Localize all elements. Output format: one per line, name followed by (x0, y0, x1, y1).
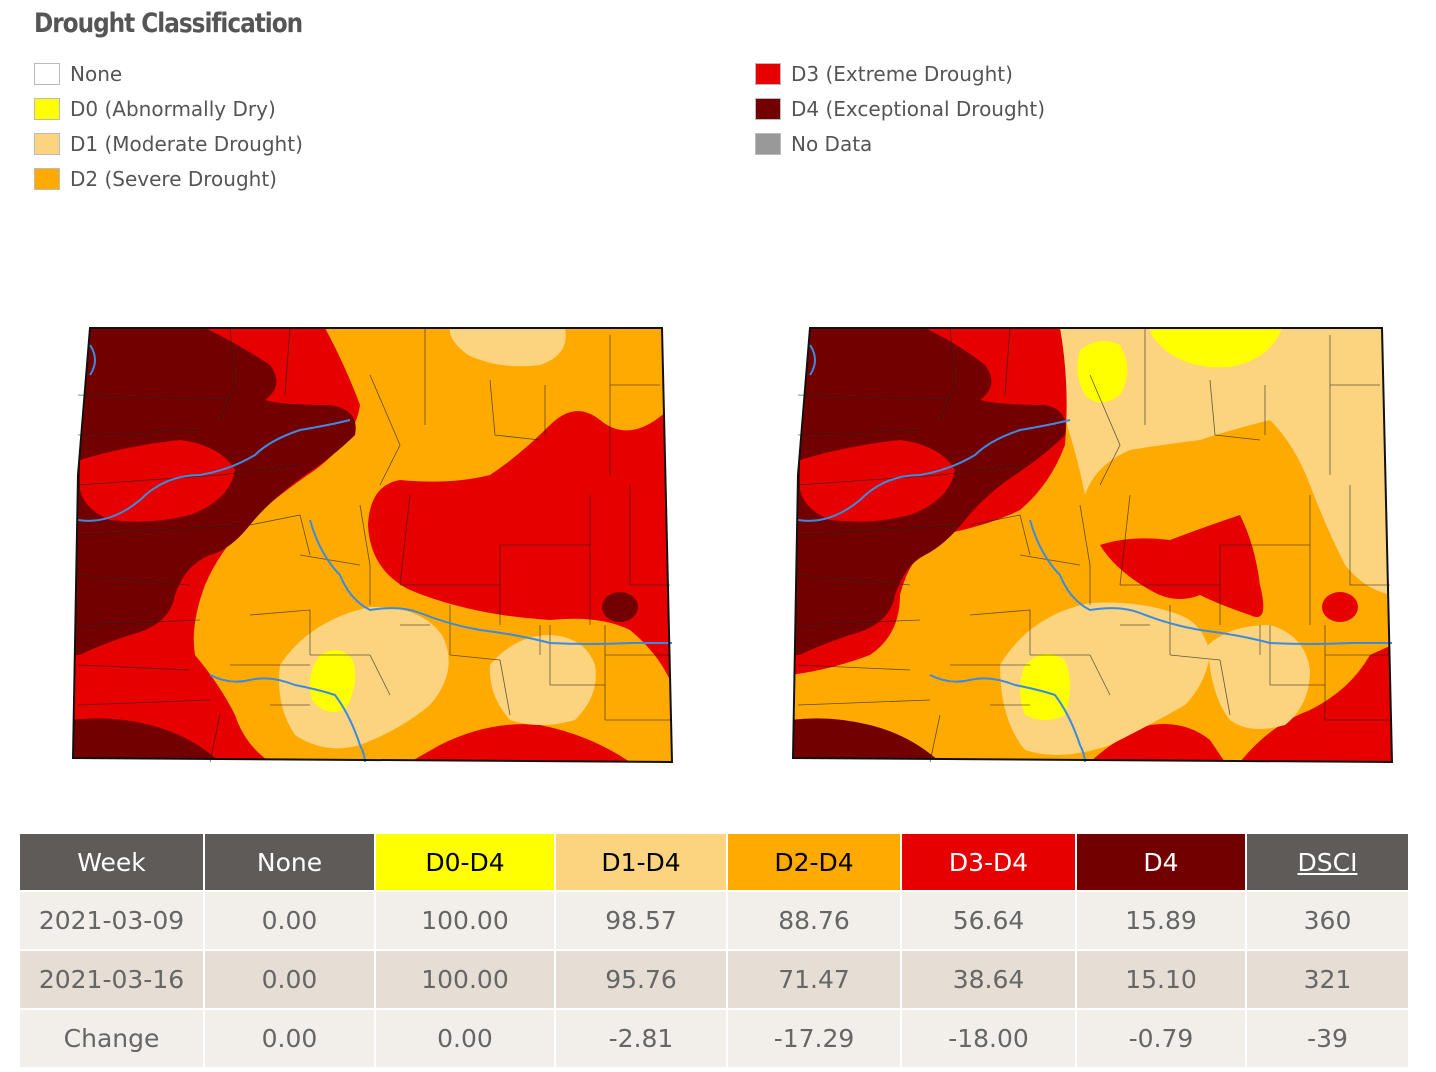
d3-region-west-corridor (800, 440, 955, 522)
header-d1-d4: D1-D4 (556, 834, 726, 892)
cell-none: 0.00 (205, 892, 374, 951)
cell-d1-d4: 98.57 (556, 892, 726, 951)
cell-d2-d4: -17.29 (728, 1010, 900, 1069)
legend-label-d1: D1 (Moderate Drought) (70, 131, 303, 156)
table-row: 2021-03-09 0.00 100.00 98.57 88.76 56.64… (20, 892, 1408, 951)
legend-item-d3: D3 (Extreme Drought) (755, 56, 1045, 91)
state-outline (791, 327, 1394, 764)
cell-dsci: -39 (1247, 1010, 1408, 1069)
d0-region-south (1020, 653, 1070, 720)
legend-label-none: None (70, 61, 123, 86)
cell-d1-d4: -2.81 (556, 1010, 726, 1069)
river (77, 344, 672, 763)
d3-region-southeast (1240, 645, 1392, 762)
d1-region-south (279, 606, 449, 749)
header-week: Week (20, 834, 203, 892)
drought-map-2021-03-09 (71, 327, 674, 764)
cell-dsci: 360 (1247, 892, 1408, 951)
header-d3-d4: D3-D4 (902, 834, 1075, 892)
river (797, 344, 1392, 763)
cell-week: Change (20, 1010, 203, 1069)
legend-label-d4: D4 (Exceptional Drought) (791, 96, 1045, 121)
header-d4: D4 (1077, 834, 1245, 892)
d3-region-south (1090, 724, 1225, 762)
legend-item-d1: D1 (Moderate Drought) (34, 126, 303, 161)
table-header-row: Week None D0-D4 D1-D4 D2-D4 D3-D4 D4 DSC… (20, 834, 1408, 892)
drought-map-2021-03-16 (791, 327, 1394, 764)
d0-region-northeast (1150, 328, 1282, 368)
legend-item-d4: D4 (Exceptional Drought) (755, 91, 1045, 126)
cell-none: 0.00 (205, 951, 374, 1010)
header-none: None (205, 834, 374, 892)
cell-d4: 15.89 (1077, 892, 1245, 951)
header-d2-d4: D2-D4 (728, 834, 900, 892)
legend-label-no-data: No Data (791, 131, 873, 156)
d0-region-south (309, 650, 356, 713)
cell-none: 0.00 (205, 1010, 374, 1069)
legend-swatch-d4 (755, 97, 781, 120)
d3-region-west-corridor (80, 440, 235, 522)
legend-label-d0: D0 (Abnormally Dry) (70, 96, 276, 121)
d1-region-southeast (489, 635, 596, 725)
cell-d3-d4: 38.64 (902, 951, 1075, 1010)
legend-item-none: None (34, 56, 303, 91)
table-row: Change 0.00 0.00 -2.81 -17.29 -18.00 -0.… (20, 1010, 1408, 1069)
cell-week: 2021-03-16 (20, 951, 203, 1010)
drought-statistics-table: Week None D0-D4 D1-D4 D2-D4 D3-D4 D4 DSC… (18, 834, 1410, 1069)
cell-dsci: 321 (1247, 951, 1408, 1010)
legend-column-right: D3 (Extreme Drought) D4 (Exceptional Dro… (755, 56, 1045, 161)
d4-region-southwest (73, 718, 220, 762)
cell-d3-d4: 56.64 (902, 892, 1075, 951)
legend-column-left: None D0 (Abnormally Dry) D1 (Moderate Dr… (34, 56, 303, 196)
legend-title: Drought Classification (34, 8, 303, 39)
legend-swatch-d1 (34, 132, 60, 155)
d3-region-east-spot (1322, 592, 1358, 622)
state-outline (71, 327, 674, 764)
table-row: 2021-03-16 0.00 100.00 95.76 71.47 38.64… (20, 951, 1408, 1010)
county-boundaries (77, 327, 672, 763)
cell-d4: -0.79 (1077, 1010, 1245, 1069)
d4-region-southwest (793, 718, 940, 762)
legend-label-d2: D2 (Severe Drought) (70, 166, 277, 191)
header-d0-d4: D0-D4 (376, 834, 554, 892)
legend-swatch-none (34, 62, 60, 85)
cell-d0-d4: 100.00 (376, 951, 554, 1010)
cell-d2-d4: 88.76 (728, 892, 900, 951)
cell-d2-d4: 71.47 (728, 951, 900, 1010)
d3-region-east-center (1100, 515, 1264, 617)
cell-d0-d4: 100.00 (376, 892, 554, 951)
legend-item-d0: D0 (Abnormally Dry) (34, 91, 303, 126)
header-dsci-link[interactable]: DSCI (1247, 834, 1408, 892)
d0-region-north (1077, 341, 1128, 403)
cell-d0-d4: 0.00 (376, 1010, 554, 1069)
county-boundaries (797, 327, 1392, 763)
legend-item-d2: D2 (Severe Drought) (34, 161, 303, 196)
legend-swatch-d3 (755, 62, 781, 85)
cell-d3-d4: -18.00 (902, 1010, 1075, 1069)
d4-region-east-spot (602, 592, 638, 622)
legend-item-no-data: No Data (755, 126, 1045, 161)
legend-swatch-d2 (34, 167, 60, 190)
legend-swatch-d0 (34, 97, 60, 120)
d1-region-northeast (449, 328, 566, 367)
d1-region-southeast (1208, 625, 1310, 729)
legend-swatch-no-data (755, 132, 781, 155)
d1-region-northeast (1053, 328, 1392, 595)
cell-d4: 15.10 (1077, 951, 1245, 1010)
cell-week: 2021-03-09 (20, 892, 203, 951)
legend-label-d3: D3 (Extreme Drought) (791, 61, 1013, 86)
cell-d1-d4: 95.76 (556, 951, 726, 1010)
